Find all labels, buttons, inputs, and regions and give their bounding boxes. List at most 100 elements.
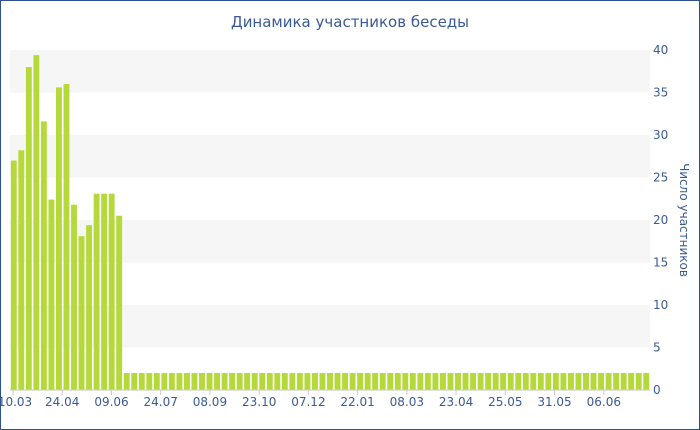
bar[interactable] [327,373,333,390]
bar[interactable] [221,373,228,390]
bar[interactable] [40,121,47,391]
bar[interactable] [605,373,612,390]
bar[interactable] [312,373,318,390]
bar[interactable] [590,373,597,390]
bar[interactable] [191,373,198,390]
bar[interactable] [296,373,303,390]
bar[interactable] [259,373,266,390]
bar[interactable] [515,373,522,390]
bar[interactable] [214,373,220,390]
bar[interactable] [274,373,281,390]
bar[interactable] [161,373,168,390]
bar[interactable] [379,373,386,390]
bar[interactable] [552,373,559,390]
bar[interactable] [522,373,529,390]
bar[interactable] [184,373,190,390]
bar[interactable] [304,373,311,390]
bar[interactable] [470,373,476,390]
x-tick-label: 23.04 [439,395,473,409]
bar[interactable] [63,84,70,390]
bar[interactable] [537,373,544,390]
bar[interactable] [364,373,371,390]
bar[interactable] [424,373,431,390]
bar[interactable] [251,373,258,390]
bar[interactable] [266,373,273,390]
x-tick-label: 09.06 [94,395,128,409]
bar[interactable] [168,373,175,390]
bar[interactable] [402,373,409,390]
bar[interactable] [500,373,507,390]
bar[interactable] [342,373,348,390]
grid-band [10,50,650,93]
y-axis: 0 5 10 15 20 25 30 35 40 [653,43,668,397]
bar[interactable] [108,193,115,390]
bar[interactable] [387,373,394,390]
bar[interactable] [507,373,514,390]
bar[interactable] [394,373,401,390]
bar[interactable] [93,193,100,390]
bar[interactable] [409,373,416,390]
bar[interactable] [455,373,461,390]
x-tick-label: 07.12 [291,395,325,409]
bar[interactable] [123,373,130,390]
bar[interactable] [18,150,25,390]
bar[interactable] [78,236,85,390]
bar[interactable] [530,373,537,390]
x-tick-label: 23.10 [242,395,276,409]
bar[interactable] [613,373,620,390]
bar[interactable] [635,373,642,390]
bar[interactable] [417,373,424,390]
bar[interactable] [643,373,650,390]
y-tick-label: 25 [653,171,668,185]
bar[interactable] [236,373,243,390]
bar[interactable] [357,373,364,390]
bar[interactable] [462,373,469,390]
bar[interactable] [575,373,582,390]
bar[interactable] [545,373,552,390]
bar[interactable] [33,55,40,390]
bar[interactable] [334,373,341,390]
bar[interactable] [176,373,183,390]
bar[interactable] [432,373,439,390]
bar[interactable] [477,373,484,390]
bar[interactable] [131,373,138,390]
bar[interactable] [146,373,153,390]
bar[interactable] [319,373,326,390]
bar[interactable] [101,193,108,390]
bar[interactable] [153,373,160,390]
bar[interactable] [229,373,236,390]
bar[interactable] [199,373,205,390]
bar[interactable] [372,373,379,390]
grid-band [10,135,650,178]
bar[interactable] [349,373,356,390]
bar[interactable] [447,373,454,390]
bar[interactable] [244,373,251,390]
bar[interactable] [10,160,17,391]
bar[interactable] [620,373,627,390]
bar[interactable] [25,67,32,390]
bar[interactable] [628,373,635,390]
bar[interactable] [492,373,499,390]
y-tick-label: 15 [653,256,668,270]
x-tick-label: 24.07 [144,395,178,409]
bar[interactable] [48,199,55,390]
y-tick-label: 10 [653,298,668,312]
bar[interactable] [138,373,145,390]
y-tick-label: 40 [653,43,668,57]
bar[interactable] [583,373,589,390]
bar[interactable] [56,87,62,391]
bar[interactable] [560,373,567,390]
bar[interactable] [598,373,604,390]
bar[interactable] [289,373,296,390]
bar[interactable] [440,373,446,390]
bar[interactable] [568,373,574,390]
bar[interactable] [116,215,123,390]
bar[interactable] [71,204,77,390]
bar[interactable] [485,373,492,390]
y-tick-label: 0 [653,383,661,397]
bars [10,55,650,391]
bar[interactable] [281,373,288,390]
bar[interactable] [206,373,213,390]
bar[interactable] [86,225,92,390]
